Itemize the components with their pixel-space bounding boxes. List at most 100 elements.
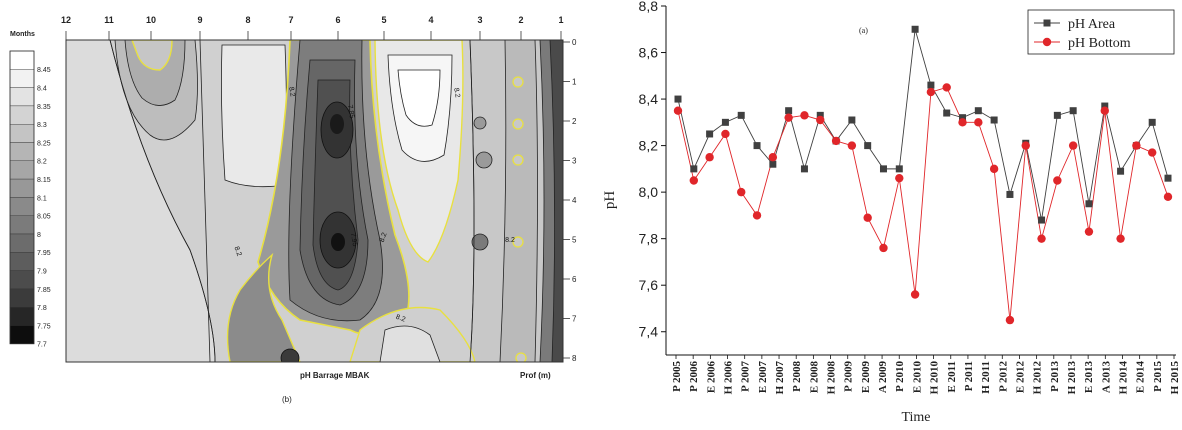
contour-panel: 8.2 7.85 8.2 8.2 8.2 8.2 7.95 8.2 12 11 10 9 8 7 6 5 4 3… <box>0 0 590 425</box>
data-point-1 <box>1164 174 1172 182</box>
y-tick-label: 7,4 <box>639 324 659 340</box>
data-point-1 <box>879 165 887 173</box>
data-point-2 <box>705 153 714 162</box>
data-point-1 <box>753 142 761 150</box>
contour-field <box>66 40 563 362</box>
x-tick-label: H 2013 <box>1066 361 1078 395</box>
data-point-2 <box>1163 192 1173 201</box>
data-point-2 <box>673 106 683 115</box>
data-point-2 <box>926 87 936 97</box>
data-point-2 <box>1147 148 1157 157</box>
data-point-2 <box>1021 141 1030 150</box>
depth-tick-7: 7 <box>572 315 577 324</box>
data-point-1 <box>690 165 698 173</box>
x-tick-label: E 2013 <box>1083 361 1095 394</box>
data-point-1 <box>1006 190 1014 198</box>
month-tick-6: 6 <box>335 15 340 25</box>
data-point-2 <box>1132 141 1141 150</box>
line-chart-panel: (a) 7,4 7,6 7,8 8,0 8,2 8,4 8,6 8,8 P 2005 P 200… <box>596 0 1182 425</box>
scale-swatch <box>9 69 35 88</box>
x-tick-label: E 2008 <box>808 361 820 394</box>
x-axis: P 2005 P 2006 E 2006 H 2006 P 2007 E 2007 H 20… <box>671 355 1181 394</box>
scale-label: 7.75 <box>37 323 51 330</box>
x-tick-label: A 2009 <box>877 361 889 394</box>
y-tick-label: 8,8 <box>639 0 659 14</box>
month-tick-8: 8 <box>245 15 250 25</box>
scale-swatch <box>9 307 35 326</box>
series-line-2 <box>677 86 1169 321</box>
data-point-2 <box>1005 315 1015 325</box>
depth-tick-6: 6 <box>572 275 577 284</box>
scale-swatch <box>9 142 35 161</box>
data-point-2 <box>895 173 904 183</box>
legend-label: pH Bottom <box>1068 36 1131 51</box>
data-point-1 <box>1117 167 1125 175</box>
data-point-1 <box>927 81 935 89</box>
color-scale: 8.45 8.4 8.35 8.3 8.25 8.2 8.15 8.1 8.05 8 7.95 7.9… <box>9 50 51 349</box>
x-tick-label: H 2008 <box>826 361 838 395</box>
x-tick-label: E 2006 <box>705 361 717 394</box>
data-point-2 <box>831 136 841 146</box>
data-point-2 <box>1116 234 1125 243</box>
scale-swatch <box>9 270 35 290</box>
data-point-2 <box>974 118 983 127</box>
y-tick-label: 7,6 <box>639 277 659 293</box>
data-point-2 <box>989 164 999 174</box>
month-tick-7: 7 <box>288 15 293 25</box>
scale-label: 8.35 <box>37 104 51 111</box>
data-point-1 <box>959 114 967 122</box>
depth-ticks: 0 1 2 3 4 5 6 7 8 <box>563 38 577 363</box>
panel-label-a: (a) <box>859 26 868 35</box>
isoline-label: 7.85 <box>346 104 355 119</box>
data-point-1 <box>785 107 793 115</box>
x-tick-label: P 2015 <box>1152 361 1164 392</box>
scale-swatch <box>9 215 35 235</box>
scale-label: 8.1 <box>37 195 47 202</box>
x-tick-label: E 2011 <box>946 361 958 392</box>
month-tick-12: 12 <box>61 15 71 25</box>
scale-label: 8.15 <box>37 177 51 184</box>
data-point-2 <box>784 113 793 122</box>
data-point-2 <box>1084 227 1094 236</box>
data-point-2 <box>1037 234 1046 243</box>
y-tick-label: 8,0 <box>639 184 659 200</box>
scale-swatch <box>9 325 35 344</box>
data-point-1 <box>1148 118 1156 126</box>
month-tick-3: 3 <box>477 15 482 25</box>
y-tick-label: 8,4 <box>639 91 659 107</box>
x-tick-label: P 2005 <box>671 361 683 392</box>
data-point-2 <box>879 243 888 253</box>
scale-swatch <box>9 50 35 70</box>
x-tick-label: E 2007 <box>757 361 769 394</box>
data-point-2 <box>816 115 825 125</box>
month-tick-10: 10 <box>146 15 156 25</box>
data-point-1 <box>848 116 856 124</box>
data-point-2 <box>847 141 857 150</box>
depth-tick-1: 1 <box>572 78 577 87</box>
scale-swatch <box>9 105 35 125</box>
legend-label: pH Area <box>1068 17 1116 32</box>
y-tick-label: 7,8 <box>639 231 659 247</box>
data-point-2 <box>863 213 872 222</box>
isoline-label: 8.2 <box>379 232 389 244</box>
x-axis-title: Time <box>901 410 930 425</box>
x-tick-label: E 2012 <box>1014 361 1026 394</box>
data-point-2 <box>768 153 778 162</box>
isoline-label: 8.2 <box>452 87 461 98</box>
isoline-label: 7.95 <box>349 232 358 247</box>
series-layer <box>673 25 1173 325</box>
isoline-label: 8.2 <box>287 86 296 97</box>
data-point-1 <box>816 111 824 119</box>
legend-marker <box>1043 19 1051 27</box>
data-point-2 <box>1053 176 1062 185</box>
data-point-1 <box>737 111 745 119</box>
data-point-2 <box>942 83 951 92</box>
x-tick-label: E 2009 <box>860 361 872 394</box>
x-tick-label: H 2010 <box>929 361 941 395</box>
x-tick-label: H 2014 <box>1117 361 1129 395</box>
data-point-2 <box>752 211 762 220</box>
depth-axis-label: Prof (m) <box>520 371 551 380</box>
data-point-2 <box>910 290 920 299</box>
scale-label: 8.45 <box>37 67 51 74</box>
depth-tick-4: 4 <box>572 196 577 205</box>
